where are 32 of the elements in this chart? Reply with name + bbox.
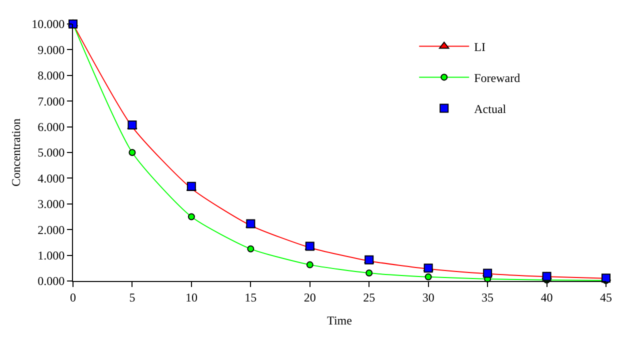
x-tick-label: 10 (185, 290, 198, 304)
x-tick-label: 40 (540, 290, 553, 304)
y-tick-label: 9.000 (38, 42, 65, 57)
point (247, 245, 254, 252)
y-axis-title: Concentration (8, 118, 23, 186)
point (128, 149, 136, 156)
y-tick-label: 5.000 (38, 146, 65, 160)
y-tick-label: 6.000 (38, 120, 65, 134)
legend-label: Foreward (474, 70, 520, 85)
point (306, 261, 314, 268)
point (424, 273, 432, 280)
y-tick-label: 4.000 (38, 171, 65, 186)
y-tick-label: 8.000 (38, 68, 65, 83)
x-tick-label: 30 (422, 290, 434, 304)
x-tick-label: 25 (363, 290, 376, 304)
x-tick-label: 5 (129, 290, 136, 304)
y-tick-label: 3.000 (38, 197, 65, 212)
x-tick-label: 0 (70, 290, 76, 304)
point (366, 270, 373, 277)
point (188, 213, 195, 220)
x-tick-label: 20 (304, 290, 316, 304)
legend-label: Actual (474, 102, 507, 116)
x-tick-label: 15 (244, 290, 257, 304)
y-tick-label: 7.000 (38, 94, 65, 108)
y-tick-label: 0.000 (38, 274, 65, 288)
x-axis-title: Time (327, 313, 352, 328)
y-tick-label: 10.000 (32, 17, 65, 32)
x-tick-label: 35 (482, 290, 494, 304)
y-tick-label: 1.000 (38, 248, 65, 262)
y-tick-label: 2.000 (38, 222, 65, 237)
legend-label: LI (474, 40, 486, 54)
x-tick-label: 45 (600, 290, 612, 304)
